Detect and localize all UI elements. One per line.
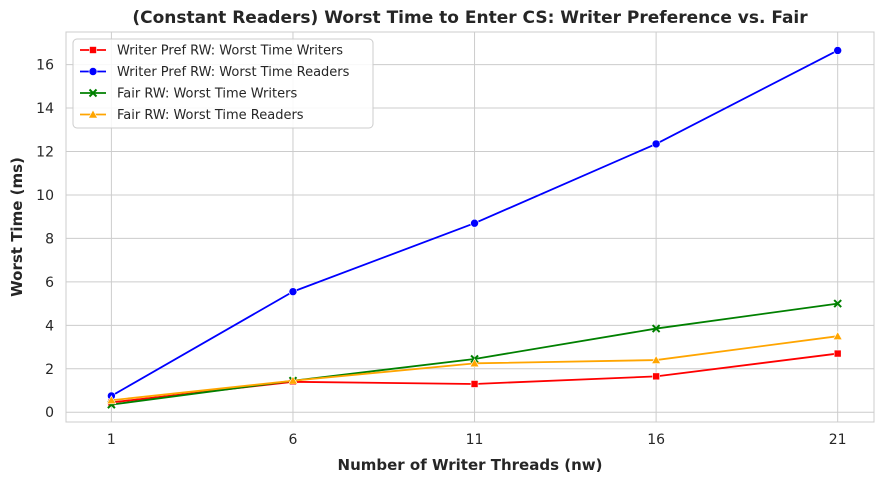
legend-marker <box>88 88 98 98</box>
y-tick-label: 12 <box>36 144 54 160</box>
legend-marker <box>89 46 97 54</box>
y-tick-label: 14 <box>36 101 54 117</box>
series-4 <box>106 331 843 405</box>
data-point <box>288 287 298 296</box>
legend-marker <box>87 109 99 119</box>
data-point <box>470 380 479 388</box>
legend-entry: Fair RW: Worst Time Writers <box>80 87 297 102</box>
legend-label: Fair RW: Worst Time Readers <box>117 108 304 123</box>
data-point <box>833 299 842 308</box>
x-tick-label: 16 <box>647 432 665 448</box>
y-axis-label: Worst Time (ms) <box>8 157 26 297</box>
x-tick-label: 21 <box>829 432 847 448</box>
y-tick-label: 6 <box>45 275 54 291</box>
data-point <box>651 139 661 149</box>
data-point <box>651 354 662 364</box>
data-point <box>287 375 298 385</box>
legend-box <box>72 38 374 129</box>
data-point <box>651 324 661 333</box>
y-tick-label: 2 <box>45 362 54 378</box>
data-point <box>832 331 843 340</box>
data-series <box>106 46 843 409</box>
x-tick-label: 11 <box>466 432 484 448</box>
legend-entry: Writer Pref RW: Worst Time Readers <box>80 65 350 80</box>
legend-entry: Fair RW: Worst Time Readers <box>80 108 304 123</box>
legend: Writer Pref RW: Worst Time Writers Writer… <box>72 38 374 129</box>
data-point <box>833 46 842 55</box>
legend-entry: Writer Pref RW: Worst Time Writers <box>80 44 343 59</box>
x-tick-label: 6 <box>289 432 298 448</box>
data-point <box>469 358 480 368</box>
x-tick-label: 1 <box>107 432 116 448</box>
chart-title: (Constant Readers) Worst Time to Enter C… <box>132 8 808 28</box>
legend-marker <box>88 67 98 76</box>
y-tick-label: 16 <box>36 58 54 74</box>
y-tick-label: 4 <box>45 318 54 334</box>
legend-label: Writer Pref RW: Worst Time Readers <box>117 65 350 80</box>
data-point <box>833 349 842 358</box>
legend-label: Fair RW: Worst Time Writers <box>117 87 297 102</box>
x-axis-label: Number of Writer Threads (nw) <box>338 456 603 474</box>
y-tick-label: 10 <box>36 188 54 204</box>
legend-label: Writer Pref RW: Worst Time Writers <box>117 44 343 59</box>
y-tick-label: 8 <box>45 231 54 247</box>
data-point <box>106 395 117 405</box>
y-tick-label: 0 <box>45 405 54 421</box>
data-point <box>652 372 660 381</box>
data-point <box>470 218 479 228</box>
